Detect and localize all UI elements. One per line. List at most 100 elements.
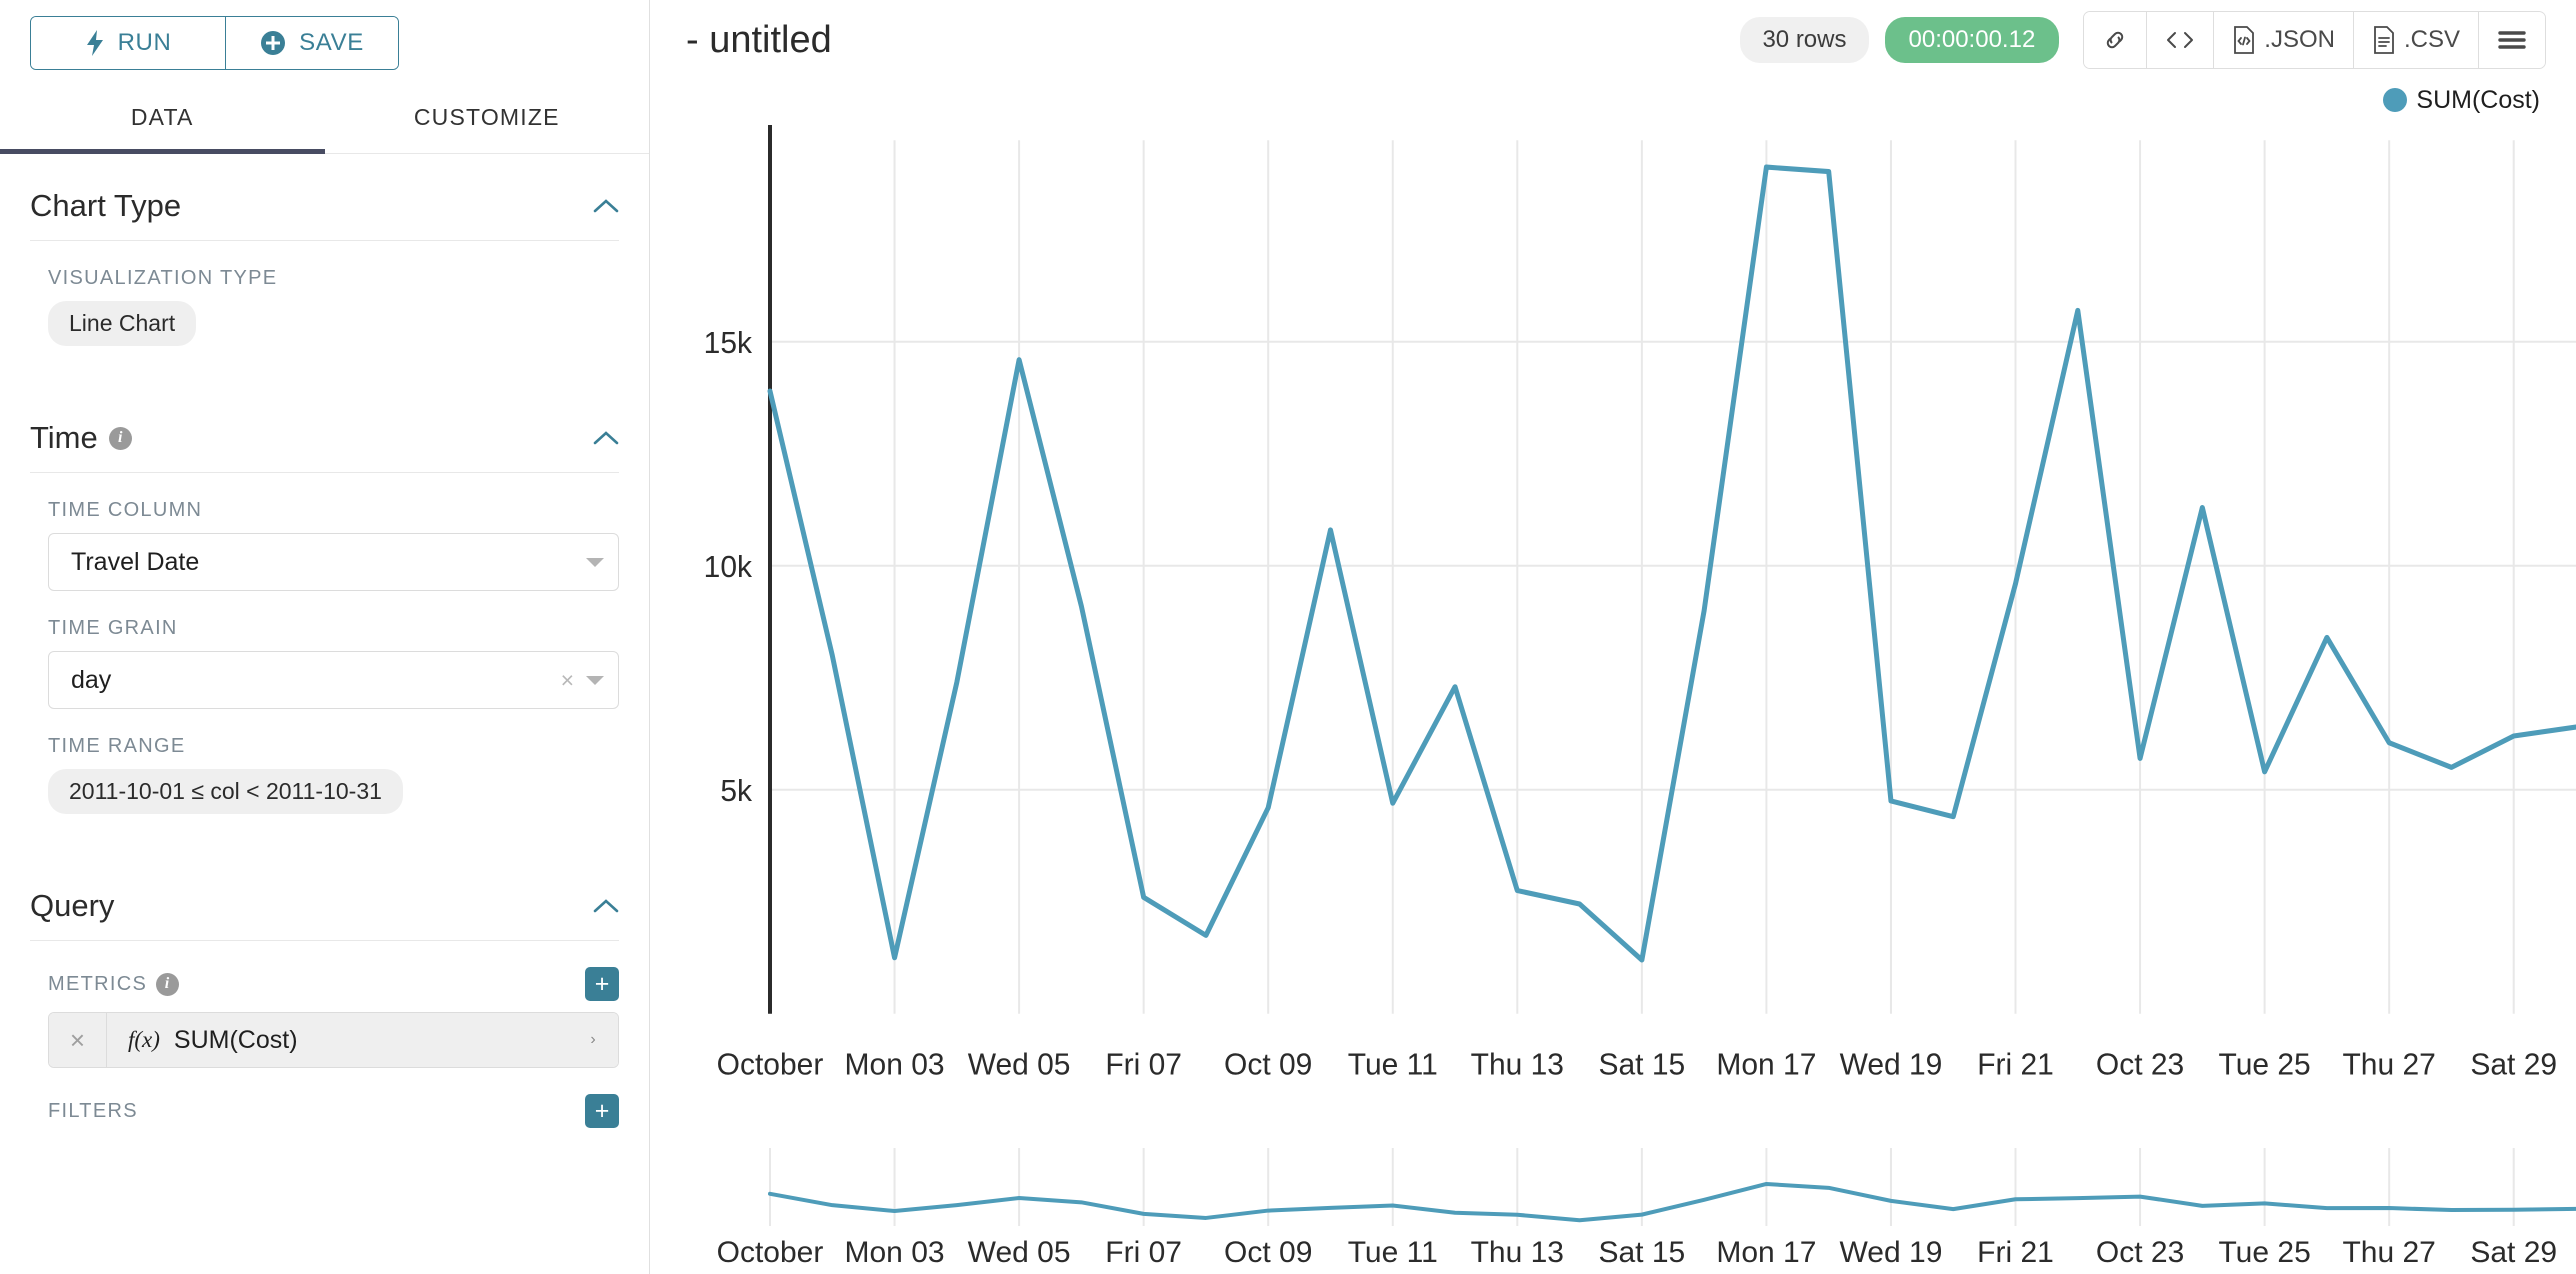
export-json-button[interactable]: .JSON (2214, 12, 2354, 68)
y-axis-tick-label: 10k (704, 551, 753, 584)
range-selector-tick-label: Fri 07 (1105, 1236, 1182, 1269)
metric-main: f(x) SUM(Cost) (107, 1013, 568, 1067)
save-button-label: SAVE (299, 29, 364, 56)
section-title-chart-type: Chart Type (30, 188, 182, 223)
range-selector-tick-label: Thu 13 (1471, 1236, 1564, 1269)
chart-area: - untitled 30 rows 00:00:00.12 (650, 0, 2576, 1274)
time-column-controls (586, 557, 604, 567)
metrics-label: METRICS (48, 972, 148, 995)
time-range-value[interactable]: 2011-10-01 ≤ col < 2011-10-31 (48, 769, 403, 814)
add-metric-button[interactable]: + (585, 967, 619, 1001)
y-axis-tick-label: 15k (704, 327, 753, 360)
control-panel: RUN SAVE DATA CUSTOMIZE Chart Type (0, 0, 650, 1274)
section-header-query[interactable]: Query (30, 854, 619, 941)
visualization-type-label: VISUALIZATION TYPE (48, 267, 278, 289)
bolt-icon (85, 30, 105, 56)
time-column-value: Travel Date (71, 547, 200, 576)
clear-icon[interactable]: × (560, 666, 574, 693)
export-csv-button[interactable]: .CSV (2353, 12, 2479, 68)
metrics-label-wrap: METRICS i (48, 972, 180, 996)
chevron-down-icon[interactable] (586, 557, 604, 567)
x-axis-tick-label: Fri 07 (1105, 1048, 1182, 1081)
save-button[interactable]: SAVE (226, 17, 398, 69)
field-time-column: TIME COLUMN Travel Date (30, 473, 619, 591)
chevron-down-icon[interactable] (586, 675, 604, 685)
filters-label: FILTERS (48, 1099, 138, 1122)
chevron-up-icon[interactable] (593, 430, 619, 446)
chevron-up-icon[interactable] (593, 198, 619, 214)
filters-label-row: FILTERS + (48, 1068, 619, 1139)
x-axis-tick-label: Tue 25 (2219, 1048, 2311, 1081)
page-title[interactable]: - untitled (686, 18, 832, 61)
field-visualization-type: VISUALIZATION TYPE Line Chart (30, 241, 619, 346)
field-time-grain: TIME GRAIN day × (30, 591, 619, 709)
range-selector-tick-label: Wed 05 (968, 1236, 1071, 1269)
range-selector-tick-label: Tue 25 (2218, 1236, 2310, 1269)
x-axis-tick-label: Oct 23 (2096, 1048, 2184, 1081)
section-header-time[interactable]: Time i (30, 386, 619, 473)
range-selector-tick-label: Oct 09 (1224, 1236, 1312, 1269)
view-query-button[interactable] (2147, 12, 2215, 68)
legend-label[interactable]: SUM(Cost) (2416, 85, 2540, 114)
info-icon-metrics[interactable]: i (156, 972, 180, 996)
section-title-time-text: Time (30, 420, 98, 455)
time-grain-label: TIME GRAIN (48, 617, 178, 639)
x-axis-tick-label: Sat 29 (2470, 1048, 2557, 1081)
tab-data[interactable]: DATA (0, 90, 325, 154)
time-range-label: TIME RANGE (48, 735, 186, 757)
time-grain-select[interactable]: day × (48, 651, 619, 709)
range-selector-svg[interactable]: October Mon 03 Wed 05 Fri 07 Oct 09 Tue 11 Thu… (650, 1140, 2576, 1274)
range-selector-tick-label: Sat 15 (1598, 1236, 1685, 1269)
x-axis-tick-label: Wed 19 (1840, 1048, 1943, 1081)
metrics-label-row: METRICS i + (48, 941, 619, 1012)
x-axis-tick-label: Wed 05 (968, 1048, 1071, 1081)
legend-color-swatch (2383, 88, 2408, 112)
x-axis-tick-label: Mon 03 (845, 1048, 945, 1081)
chart-toolbar: - untitled 30 rows 00:00:00.12 (650, 0, 2576, 80)
x-axis-tick-label: Mon 17 (1716, 1048, 1816, 1081)
section-header-chart-type[interactable]: Chart Type (30, 154, 619, 241)
range-selector-tick-label: Fri 21 (1977, 1236, 2054, 1269)
add-filter-button[interactable]: + (585, 1094, 619, 1128)
export-csv-label: .CSV (2403, 26, 2460, 53)
range-selector-tick-label: Thu 27 (2342, 1236, 2435, 1269)
time-column-select[interactable]: Travel Date (48, 533, 619, 591)
row-count-badge: 30 rows (1740, 17, 1869, 63)
chevron-right-icon[interactable]: › (568, 1013, 618, 1067)
range-selector-tick-label: October (717, 1236, 824, 1269)
run-button-label: RUN (117, 29, 172, 56)
y-axis-tick-label: 5k (720, 775, 753, 808)
visualization-type-value[interactable]: Line Chart (48, 301, 197, 346)
chevron-up-icon[interactable] (593, 898, 619, 914)
panel-tabs: DATA CUSTOMIZE (0, 90, 649, 154)
x-axis-tick-label: October (717, 1048, 824, 1081)
info-icon-time[interactable]: i (108, 426, 132, 450)
export-tool-group: .JSON .CSV (2083, 11, 2546, 69)
hamburger-menu-icon (2497, 29, 2527, 51)
range-selector[interactable]: October Mon 03 Wed 05 Fri 07 Oct 09 Tue 11 Thu… (650, 1140, 2576, 1274)
x-axis-tick-label: Sat 15 (1599, 1048, 1686, 1081)
metric-item[interactable]: × f(x) SUM(Cost) › (48, 1012, 619, 1068)
time-grain-controls: × (561, 667, 604, 694)
section-title-query: Query (30, 888, 115, 923)
panel-actions: RUN SAVE (0, 0, 649, 70)
runtime-badge: 00:00:00.12 (1884, 17, 2060, 63)
remove-metric-icon[interactable]: × (49, 1013, 107, 1067)
share-link-button[interactable] (2084, 12, 2148, 68)
line-chart-svg[interactable]: 5k 10k 15k October Mon 03 Wed 05 Fri 07 Oct 09 T… (650, 120, 2576, 1140)
time-grain-value: day (71, 665, 112, 694)
time-column-label: TIME COLUMN (48, 499, 203, 521)
series-line-sum-cost[interactable] (767, 164, 2576, 963)
x-axis-tick-label: Fri 21 (1977, 1048, 2054, 1081)
panel-body: Chart Type VISUALIZATION TYPE Line Chart… (0, 154, 649, 1274)
csv-file-icon (2372, 26, 2396, 54)
range-selector-line[interactable] (768, 1181, 2576, 1223)
x-axis-tick-label: Thu 13 (1471, 1048, 1564, 1081)
range-selector-tick-label: Wed 19 (1840, 1236, 1943, 1269)
tab-customize[interactable]: CUSTOMIZE (325, 90, 650, 153)
run-button[interactable]: RUN (31, 17, 226, 69)
plot-area[interactable]: 5k 10k 15k October Mon 03 Wed 05 Fri 07 Oct 09 T… (650, 120, 2576, 1140)
link-icon (2102, 27, 2128, 53)
more-menu-button[interactable] (2479, 12, 2545, 68)
